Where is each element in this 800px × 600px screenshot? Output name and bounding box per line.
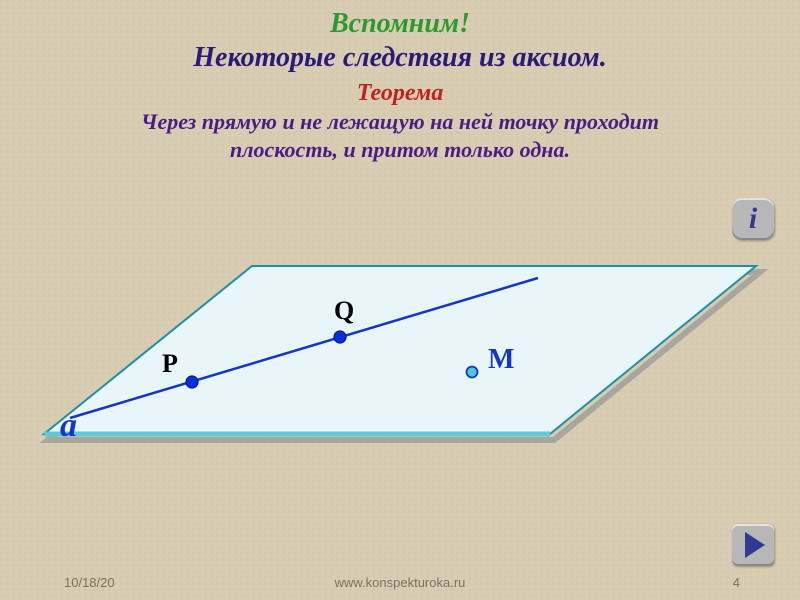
heading-line2: Некоторые следствия из аксиом. <box>0 42 800 74</box>
svg-text:M: M <box>488 344 514 375</box>
plane-diagram: P Q M a <box>0 230 800 470</box>
heading-theorem-title: Теорема <box>0 80 800 107</box>
slide-background: Вспомним! Некоторые следствия из аксиом.… <box>0 0 800 600</box>
line-a-label: a <box>60 407 77 444</box>
svg-text:Q: Q <box>334 296 354 325</box>
footer-url: www.konspekturoka.ru <box>0 575 800 590</box>
info-icon: i <box>749 202 757 236</box>
svg-text:P: P <box>162 349 178 378</box>
info-button[interactable]: i <box>732 198 774 240</box>
next-arrow-icon <box>745 532 765 558</box>
footer-page: 4 <box>733 575 740 590</box>
plane <box>44 266 756 434</box>
heading-line1: Вспомним! <box>0 8 800 40</box>
next-button[interactable] <box>732 524 774 566</box>
theorem-text: Через прямую и не лежащую на ней точку п… <box>0 108 800 163</box>
